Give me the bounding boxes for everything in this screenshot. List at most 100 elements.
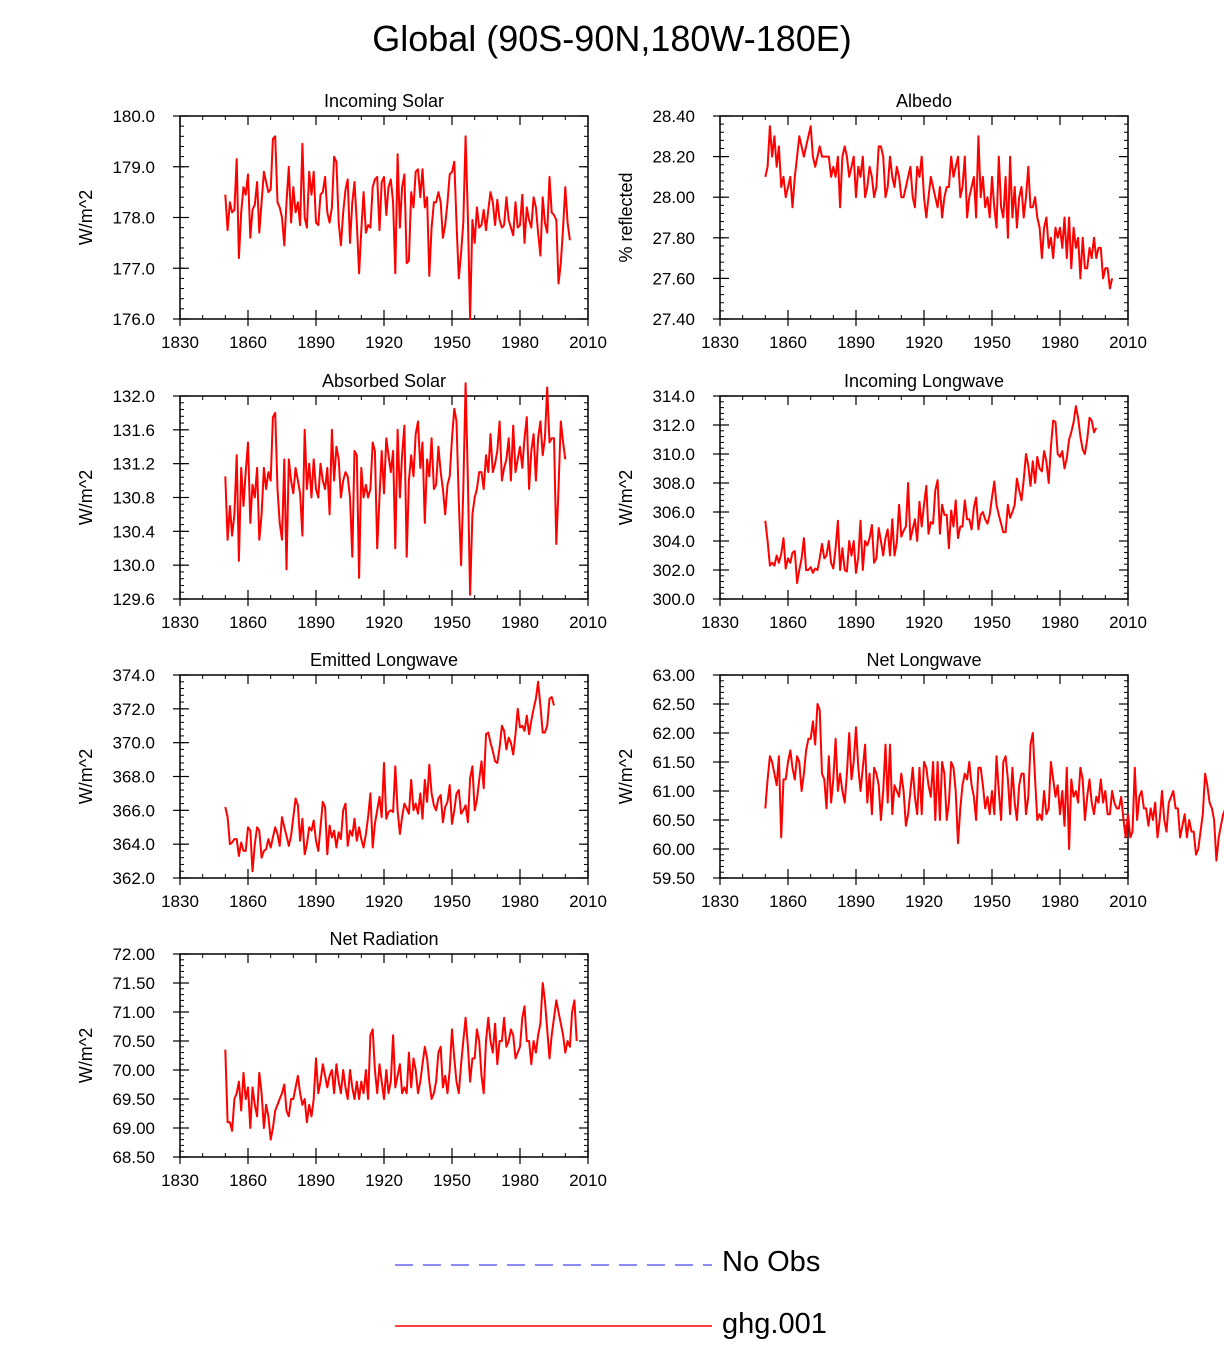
x-tick-label: 1890 [837,613,875,632]
y-tick-label: 129.6 [112,590,155,609]
y-tick-label: 69.00 [112,1119,155,1138]
x-tick-label: 1950 [433,613,471,632]
x-tick-label: 1920 [905,892,943,911]
y-tick-label: 61.00 [652,782,695,801]
y-tick-label: 304.0 [652,532,695,551]
y-axis-label: W/m^2 [76,1028,96,1083]
x-tick-label: 1860 [769,333,807,352]
y-tick-label: 63.00 [652,666,695,685]
y-tick-label: 59.50 [652,869,695,888]
y-tick-label: 314.0 [652,387,695,406]
x-tick-label: 1860 [229,892,267,911]
y-tick-label: 28.40 [652,107,695,126]
y-tick-label: 27.40 [652,310,695,329]
x-tick-label: 2010 [569,333,607,352]
y-tick-label: 60.00 [652,840,695,859]
y-tick-label: 70.00 [112,1061,155,1080]
panel-incoming-solar: Incoming Solar W/m^2 1830 1860 1890 1920 1950 1… [76,91,607,352]
y-axis-label: W/m^2 [616,470,636,525]
panel-albedo: Albedo % reflected 1830 1860 1890 1920 1950 198… [616,91,1147,352]
panel-title: Incoming Longwave [844,371,1004,391]
x-tick-label: 1980 [501,333,539,352]
x-tick-label: 1830 [701,333,739,352]
panel-title: Net Radiation [329,929,438,949]
y-tick-label: 131.6 [112,421,155,440]
x-tick-label: 1830 [161,1171,199,1190]
panel-title: Emitted Longwave [310,650,458,670]
x-tick-label: 1950 [433,1171,471,1190]
y-axis-label: W/m^2 [616,749,636,804]
y-tick-label: 372.0 [112,700,155,719]
x-tick-label: 1830 [161,892,199,911]
panel-emitted-longwave: Emitted Longwave W/m^2 1830 1860 1890 1920 195… [76,650,607,911]
y-axis-label: W/m^2 [76,749,96,804]
y-tick-label: 27.80 [652,229,695,248]
y-tick-label: 362.0 [112,869,155,888]
y-tick-label: 308.0 [652,474,695,493]
y-tick-label: 28.20 [652,148,695,167]
y-tick-label: 374.0 [112,666,155,685]
x-tick-label: 1920 [365,333,403,352]
x-tick-label: 1980 [1041,892,1079,911]
y-tick-label: 72.00 [112,945,155,964]
x-tick-label: 1890 [297,333,335,352]
x-tick-label: 1890 [297,613,335,632]
x-tick-label: 1950 [973,333,1011,352]
y-tick-label: 71.50 [112,974,155,993]
y-tick-label: 180.0 [112,107,155,126]
panel-title: Incoming Solar [324,91,444,111]
y-tick-label: 300.0 [652,590,695,609]
x-tick-label: 2010 [569,892,607,911]
y-tick-label: 368.0 [112,768,155,787]
panel-absorbed-solar: Absorbed Solar W/m^2 1830 1860 1890 1920 1950 1… [76,371,607,632]
y-tick-label: 177.0 [112,259,155,278]
x-tick-label: 1860 [229,613,267,632]
x-tick-label: 2010 [1109,613,1147,632]
x-tick-label: 1980 [1041,613,1079,632]
series-line-ghg-001 [224,680,555,873]
x-tick-label: 1890 [837,892,875,911]
y-tick-label: 310.0 [652,445,695,464]
y-tick-label: 62.00 [652,724,695,743]
x-tick-label: 2010 [569,613,607,632]
y-tick-label: 27.60 [652,269,695,288]
x-tick-label: 1920 [905,613,943,632]
x-tick-label: 1980 [501,1171,539,1190]
x-tick-label: 1920 [905,333,943,352]
y-tick-label: 130.0 [112,556,155,575]
x-tick-label: 1860 [229,333,267,352]
x-tick-label: 1890 [297,892,335,911]
x-tick-label: 1860 [769,613,807,632]
panel-net-radiation: Net Radiation W/m^2 1830 1860 1890 1920 1950 19… [76,929,607,1190]
y-tick-label: 132.0 [112,387,155,406]
x-tick-label: 1830 [161,333,199,352]
x-tick-label: 2010 [1109,892,1147,911]
y-tick-label: 312.0 [652,416,695,435]
y-tick-label: 61.50 [652,753,695,772]
panel-title: Albedo [896,91,952,111]
y-tick-label: 130.8 [112,489,155,508]
y-tick-label: 131.2 [112,455,155,474]
series-line-ghg-001 [224,982,578,1141]
y-axis-label: W/m^2 [76,190,96,245]
series-line-ghg-001 [764,703,1224,862]
x-tick-label: 1860 [229,1171,267,1190]
x-tick-label: 2010 [569,1171,607,1190]
y-tick-label: 370.0 [112,734,155,753]
legend-label-ghg: ghg.001 [722,1308,827,1340]
x-tick-label: 1950 [433,333,471,352]
y-tick-label: 306.0 [652,503,695,522]
x-tick-label: 1980 [1041,333,1079,352]
y-tick-label: 130.4 [112,522,155,541]
y-tick-label: 364.0 [112,835,155,854]
x-tick-label: 1830 [701,892,739,911]
x-tick-label: 1890 [297,1171,335,1190]
panel-incoming-longwave: Incoming Longwave W/m^2 1830 1860 1890 1920 19… [616,371,1147,632]
y-tick-label: 70.50 [112,1032,155,1051]
panel-title: Absorbed Solar [322,371,446,391]
x-tick-label: 1950 [973,892,1011,911]
y-axis-label: % reflected [616,172,636,262]
x-tick-label: 1920 [365,1171,403,1190]
x-tick-label: 1920 [365,613,403,632]
